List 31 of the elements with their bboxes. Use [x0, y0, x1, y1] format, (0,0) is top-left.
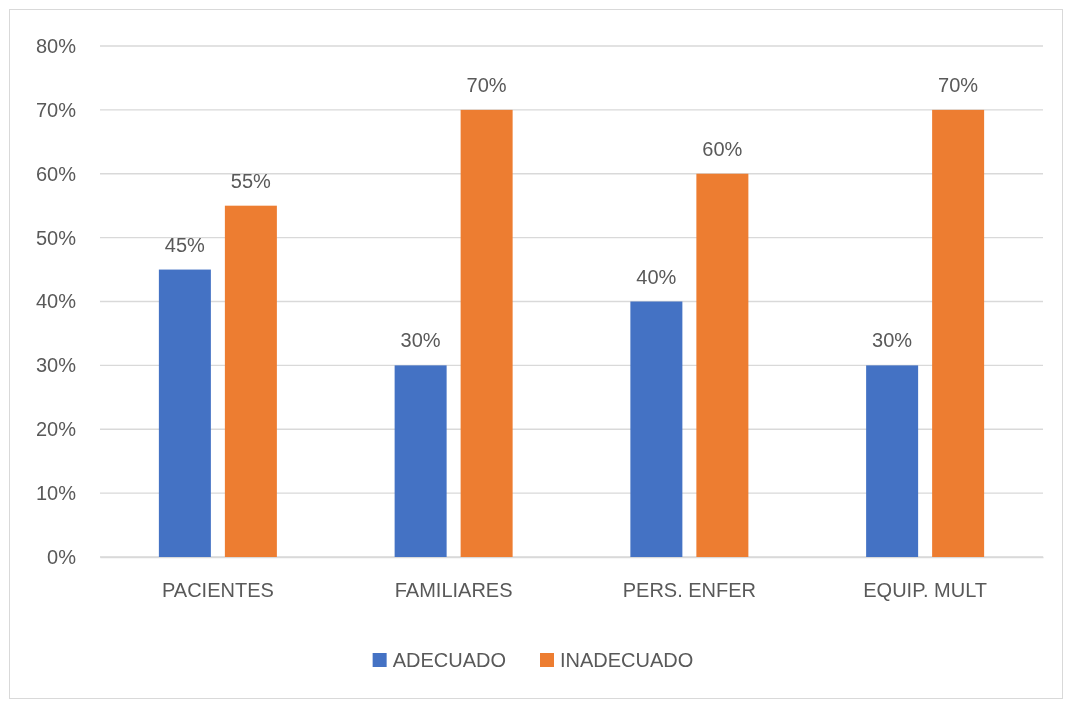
bar: [932, 109, 985, 557]
data-label: 45%: [164, 233, 206, 256]
bar: [394, 365, 447, 557]
y-tick-label: 20%: [35, 418, 77, 441]
data-label: 55%: [230, 169, 272, 192]
y-tick-label: 70%: [35, 98, 77, 121]
y-tick-label: 10%: [35, 482, 77, 505]
data-label: 30%: [400, 329, 441, 352]
x-tick-label: PERS. ENFER: [622, 579, 757, 602]
y-tick-label: 30%: [35, 354, 77, 377]
bar: [224, 205, 277, 557]
y-tick-label: 50%: [35, 226, 77, 249]
y-tick-label: 80%: [35, 34, 77, 57]
data-label: 70%: [466, 73, 507, 96]
x-tick-label: FAMILIARES: [394, 579, 513, 602]
bar: [460, 109, 513, 557]
bar: [630, 301, 683, 557]
y-tick-label: 0%: [47, 545, 77, 568]
y-tick-label: 40%: [35, 290, 77, 313]
legend-label: INADECUADO: [560, 649, 694, 671]
y-tick-label: 60%: [35, 162, 77, 185]
x-tick-label: EQUIP. MULT: [863, 579, 987, 602]
legend-label: ADECUADO: [392, 649, 506, 671]
data-label: 60%: [702, 137, 743, 160]
bar: [866, 365, 919, 557]
data-label: 70%: [938, 73, 979, 96]
data-label: 30%: [872, 329, 913, 352]
x-tick-label: PACIENTES: [161, 579, 274, 602]
data-label: 40%: [636, 265, 677, 288]
bar: [158, 269, 211, 557]
bar: [696, 173, 749, 557]
